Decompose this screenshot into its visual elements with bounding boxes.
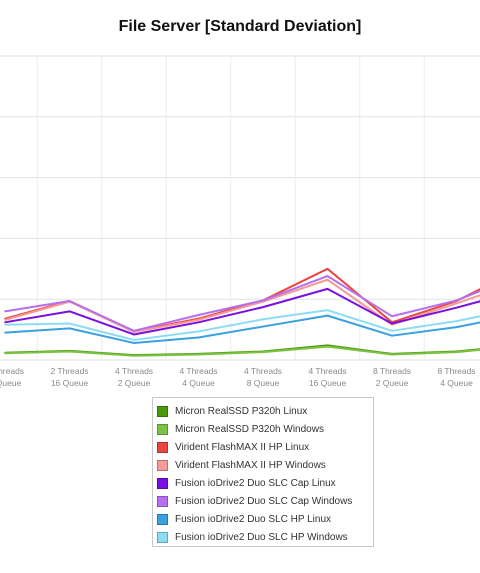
data-point [262, 325, 264, 328]
legend-swatch [157, 495, 168, 507]
data-point [326, 278, 329, 281]
legend-swatch [157, 477, 168, 489]
legend-label: Fusion ioDrive2 Duo SLC HP Linux [175, 513, 332, 525]
data-point [262, 299, 264, 302]
legend-item[interactable]: Fusion ioDrive2 Duo SLC Cap Windows [157, 492, 373, 510]
data-point [455, 302, 458, 305]
legend-item[interactable]: Virident FlashMAX II HP Linux [157, 438, 373, 456]
data-point [197, 336, 200, 339]
x-tick-label: 4 Threads 4 Queue [179, 366, 217, 388]
series-lines [4, 267, 480, 357]
data-point [455, 320, 458, 322]
data-point [455, 299, 458, 302]
data-point [133, 354, 135, 357]
legend-item[interactable]: Fusion ioDrive2 Duo SLC HP Windows [157, 528, 373, 546]
data-point [455, 351, 458, 353]
data-point [4, 352, 6, 355]
data-point [455, 306, 458, 309]
data-point [4, 310, 6, 313]
series-line-6 [4, 275, 480, 332]
legend-item[interactable]: Fusion ioDrive2 Duo SLC Cap Linux [157, 474, 373, 492]
data-point [326, 314, 329, 317]
data-point [455, 326, 458, 328]
legend-item[interactable]: Virident FlashMAX II HP Windows [157, 456, 373, 474]
x-tick-label: 8 Threads 2 Queue [373, 366, 411, 388]
data-point [4, 319, 6, 321]
legend-item[interactable]: Fusion ioDrive2 Duo SLC HP Linux [157, 510, 373, 528]
data-point [197, 319, 200, 321]
legend-swatch [157, 513, 168, 525]
data-point [68, 322, 71, 325]
x-tick-label: 4 Threads 16 Queue [308, 366, 346, 388]
data-point [326, 309, 329, 311]
series-line-3 [4, 267, 480, 333]
legend-label: Micron RealSSD P320h Windows [175, 423, 324, 435]
data-point [391, 330, 393, 332]
data-point [133, 333, 135, 336]
data-point [326, 288, 329, 290]
data-point [197, 321, 200, 324]
legend-label: Fusion ioDrive2 Duo SLC HP Windows [175, 531, 348, 543]
data-point [197, 314, 200, 316]
data-point [4, 321, 6, 324]
data-point [262, 318, 264, 321]
data-point [262, 306, 264, 308]
data-point [133, 330, 135, 332]
legend-swatch [157, 405, 168, 417]
data-point [326, 275, 329, 277]
x-tick-label: 4 Threads 8 Queue [244, 366, 282, 388]
legend-label: Micron RealSSD P320h Linux [175, 405, 308, 417]
data-point [4, 331, 6, 334]
data-point [197, 330, 200, 333]
legend-label: Virident FlashMAX II HP Linux [175, 441, 310, 453]
legend-label: Virident FlashMAX II HP Windows [175, 459, 326, 471]
legend-item[interactable]: Micron RealSSD P320h Linux [157, 402, 373, 420]
data-point [391, 315, 393, 318]
data-point [68, 327, 71, 330]
chart-title: File Server [Standard Deviation] [118, 18, 362, 35]
x-tick-label: 8 Threads 4 Queue [437, 366, 475, 388]
legend: Micron RealSSD P320h Linux Micron RealSSD… [152, 397, 374, 547]
legend-swatch [157, 441, 168, 453]
data-point [133, 339, 135, 341]
legend-item[interactable]: Micron RealSSD P320h Windows [157, 420, 373, 438]
data-point [133, 342, 135, 344]
legend-label: Fusion ioDrive2 Duo SLC Cap Linux [175, 477, 336, 489]
data-point [326, 268, 329, 270]
legend-swatch [157, 459, 168, 471]
x-tick-label: 4 Threads 2 Queue [115, 366, 153, 388]
legend-swatch [157, 423, 168, 435]
data-point [391, 322, 393, 325]
legend-swatch [157, 531, 168, 543]
data-point [262, 351, 264, 353]
grid-lines [0, 55, 480, 361]
data-point [68, 300, 71, 302]
data-point [391, 353, 393, 356]
series-line-2 [4, 345, 480, 357]
legend-label: Fusion ioDrive2 Duo SLC Cap Windows [175, 495, 353, 507]
data-point [4, 323, 6, 326]
data-point [391, 334, 393, 337]
x-tick-label: 2 Threads 16 Queue [50, 366, 88, 388]
data-point [326, 345, 329, 348]
data-point [68, 310, 71, 313]
data-point [197, 353, 200, 356]
data-point [68, 350, 71, 353]
